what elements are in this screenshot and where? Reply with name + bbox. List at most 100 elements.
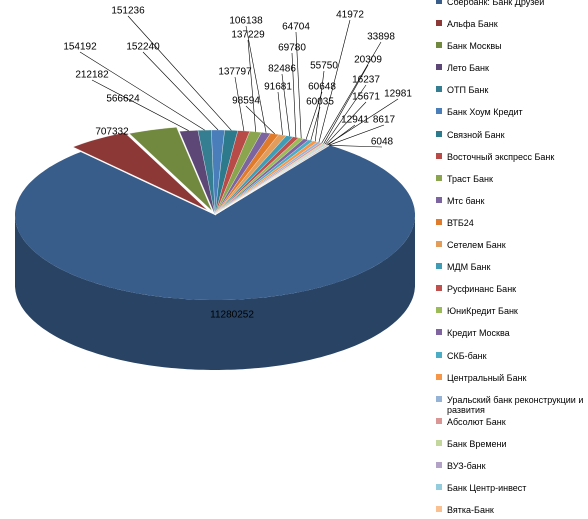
data-label: 33898 xyxy=(367,32,395,43)
legend-swatch xyxy=(436,152,442,159)
legend-item: Альфа Банк xyxy=(436,16,586,38)
leader-line xyxy=(314,70,325,142)
legend-swatch xyxy=(436,108,442,115)
legend-item: Сбербанк: Банк Друзей xyxy=(436,0,586,16)
legend-swatch xyxy=(436,417,442,424)
legend-swatch xyxy=(436,218,442,225)
legend-item: Банк Времени xyxy=(436,436,586,458)
legend-swatch xyxy=(436,174,442,181)
legend-label: Абсолют Банк xyxy=(447,416,506,427)
legend-swatch xyxy=(436,351,442,358)
legend-swatch xyxy=(436,20,442,27)
legend-label: МДМ Банк xyxy=(447,262,491,273)
legend-label: Русфинанс Банк xyxy=(447,284,517,295)
leader-line xyxy=(247,39,256,132)
data-label: 55750 xyxy=(310,61,338,72)
leader-line xyxy=(318,19,351,143)
legend-label: Альфа Банк xyxy=(447,19,498,30)
data-label: 15671 xyxy=(352,92,380,103)
legend-label: Сетелем Банк xyxy=(447,240,506,251)
leader-line xyxy=(234,76,245,131)
data-label: 12981 xyxy=(384,89,412,100)
legend-label: Банк Хоум Кредит xyxy=(447,107,523,118)
legend-label: Сбербанк: Банк Друзей xyxy=(447,0,545,7)
leader-line xyxy=(79,51,205,131)
legend-swatch xyxy=(436,130,442,137)
leader-line xyxy=(245,105,275,135)
leader-line xyxy=(328,124,385,146)
legend-label: ВТБ24 xyxy=(447,217,474,228)
legend-swatch xyxy=(436,506,442,513)
leader-line xyxy=(245,25,267,133)
data-label: 41972 xyxy=(336,10,364,21)
leader-line xyxy=(323,64,369,144)
legend-item: ЮниКредит Банк xyxy=(436,303,586,325)
slice xyxy=(128,127,213,212)
data-label: 16237 xyxy=(352,75,380,86)
legend-swatch xyxy=(436,329,442,336)
legend-label: ЮниКредит Банк xyxy=(447,306,518,317)
leader-line xyxy=(310,106,321,141)
legend-swatch xyxy=(436,461,442,468)
legend-label: Банк Центр-инвест xyxy=(447,483,527,494)
data-label: 707332 xyxy=(95,127,129,138)
legend-swatch xyxy=(436,263,442,270)
legend-swatch xyxy=(436,373,442,380)
legend-swatch xyxy=(436,484,442,491)
legend-swatch xyxy=(436,241,442,248)
data-label: 212182 xyxy=(75,70,109,81)
data-label: 151236 xyxy=(111,6,145,17)
data-label: 91681 xyxy=(264,82,292,93)
data-label: 137229 xyxy=(231,30,265,41)
legend-swatch xyxy=(436,439,442,446)
leader-line xyxy=(305,91,323,140)
legend-item: МДМ Банк xyxy=(436,259,586,281)
legend-label: Траст Банк xyxy=(447,173,493,184)
legend-item: Сетелем Банк xyxy=(436,237,586,259)
legend-label: СКБ-банк xyxy=(447,350,487,361)
data-label: 98594 xyxy=(232,96,260,107)
legend-item: Кредит Москва xyxy=(436,325,586,347)
legend-item: ОТП Банк xyxy=(436,82,586,104)
legend-item: Связной Банк xyxy=(436,127,586,149)
legend-swatch xyxy=(436,0,442,4)
data-label: 137797 xyxy=(218,67,252,78)
legend: Сбербанк: Банк Друзей Альфа Банк Банк Моск… xyxy=(436,0,586,519)
leader-line xyxy=(91,79,189,131)
legend-label: Уральский банк реконструкции и развития xyxy=(447,394,584,415)
legend-swatch xyxy=(436,395,442,402)
legend-item: Лето Банк xyxy=(436,60,586,82)
leader-line xyxy=(277,91,283,136)
legend-label: ОТП Банк xyxy=(447,85,489,96)
legend-swatch xyxy=(436,86,442,93)
legend-label: Кредит Москва xyxy=(447,328,510,339)
leader-line xyxy=(295,31,302,139)
data-label: 6048 xyxy=(371,137,394,148)
slice xyxy=(72,132,208,211)
leader-line xyxy=(281,73,290,137)
slice-side xyxy=(15,215,415,370)
legend-swatch xyxy=(436,196,442,203)
legend-item: Центральный Банк xyxy=(436,370,586,392)
legend-item: Мтс банк xyxy=(436,193,586,215)
leader-line xyxy=(328,124,356,146)
legend-item: Банк Центр-инвест xyxy=(436,480,586,502)
leader-line xyxy=(324,84,367,145)
data-label: 106138 xyxy=(229,16,263,27)
legend-item: Восточный экспресс Банк xyxy=(436,149,586,171)
legend-label: Лето Банк xyxy=(447,63,489,74)
legend-label: Банк Москвы xyxy=(447,41,502,52)
legend-label: Восточный экспресс Банк xyxy=(447,151,555,162)
legend-item: ВУЗ-банк xyxy=(436,458,586,480)
data-label: 69780 xyxy=(278,43,306,54)
legend-swatch xyxy=(436,42,442,49)
leader-line xyxy=(291,52,297,138)
legend-label: Вятка-Банк xyxy=(447,505,494,516)
leader-line xyxy=(321,41,382,144)
leader-line xyxy=(127,15,232,131)
legend-label: Банк Времени xyxy=(447,438,507,449)
leader-line xyxy=(329,145,383,148)
legend-label: Мтс банк xyxy=(447,195,485,206)
data-label: 64704 xyxy=(282,22,310,33)
